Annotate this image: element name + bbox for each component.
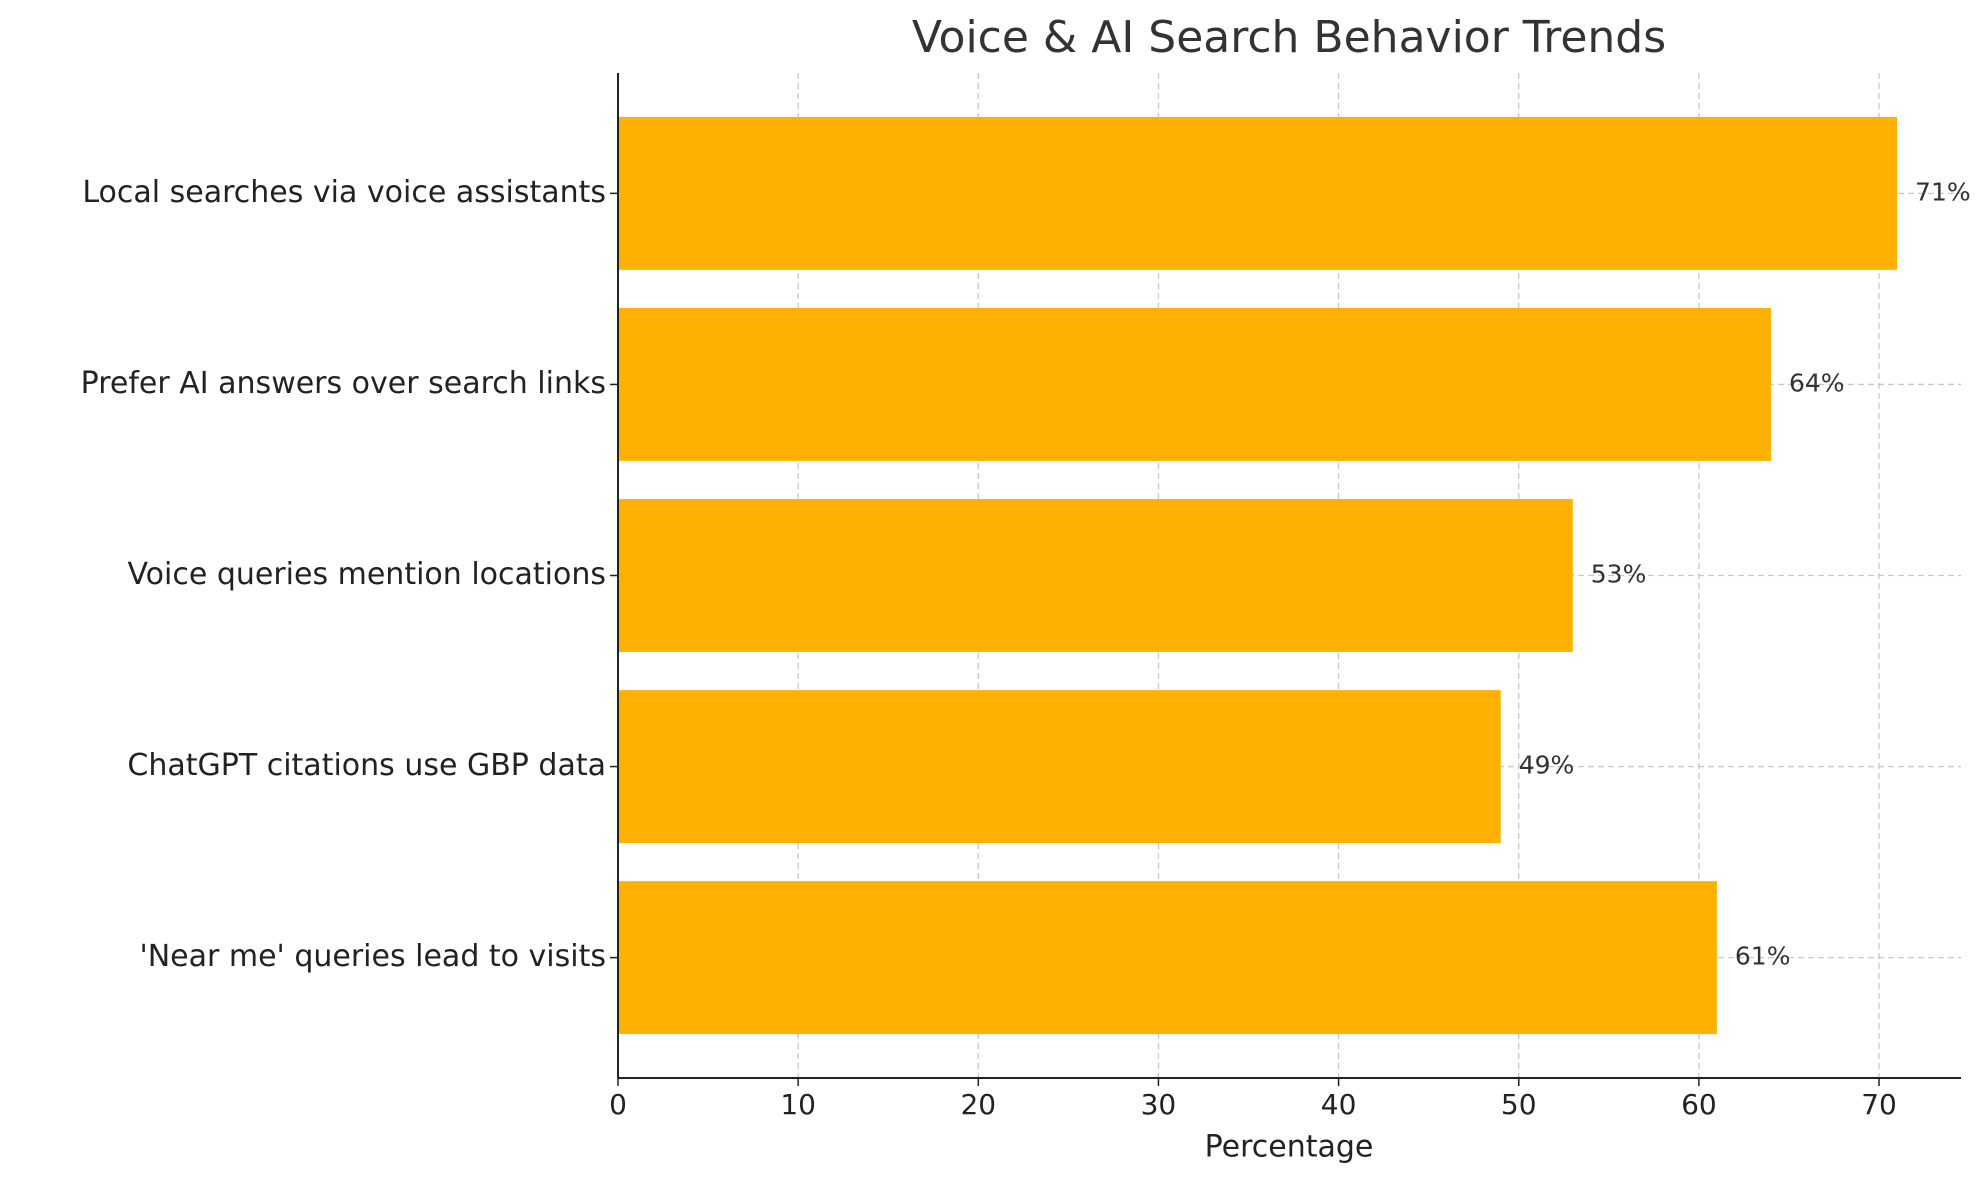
x-tick-label: 20 [960,1088,996,1121]
y-tick-label: Local searches via voice assistants [82,175,606,210]
y-tick-label: ChatGPT citations use GBP data [127,748,606,783]
bar [618,499,1573,652]
value-label: 61% [1735,942,1791,971]
bar [618,881,1717,1035]
bar [618,116,1898,270]
bar [618,308,1771,461]
value-label: 49% [1519,751,1575,780]
x-tick-label: 70 [1861,1088,1897,1121]
chart-title: Voice & AI Search Behavior Trends [912,12,1666,63]
y-tick-label: Voice queries mention locations [127,557,606,592]
value-label: 64% [1789,368,1845,397]
value-label: 71% [1915,177,1971,206]
x-tick-label: 50 [1501,1088,1537,1121]
x-tick-label: 0 [609,1088,627,1121]
x-tick-label: 30 [1141,1088,1177,1121]
x-axis-label: Percentage [1205,1130,1374,1165]
x-tick-label: 10 [780,1088,816,1121]
y-tick-label: 'Near me' queries lead to visits [139,939,606,974]
x-tick-label: 40 [1321,1088,1357,1121]
value-label: 53% [1591,560,1647,589]
y-tick-label: Prefer AI answers over search links [81,366,606,401]
x-tick-label: 60 [1681,1088,1717,1121]
bar [618,690,1501,843]
